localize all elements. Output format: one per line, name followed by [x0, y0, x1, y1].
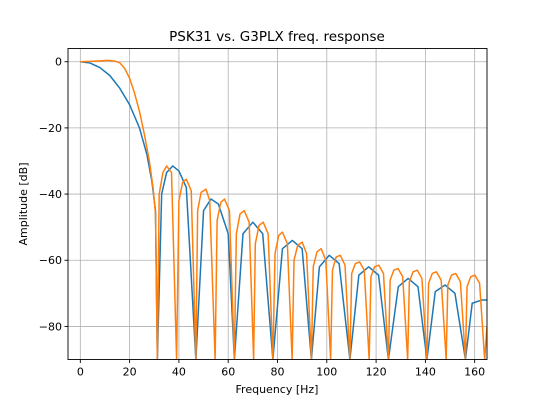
x-tick-label: 40 [172, 366, 186, 379]
x-tick-label: 0 [77, 366, 84, 379]
x-tick-label: 100 [316, 366, 337, 379]
y-tick-label: −20 [39, 122, 62, 135]
series-line-2 [80, 59, 487, 360]
series-lines [80, 59, 487, 360]
y-tick-label: −40 [39, 188, 62, 201]
y-tick-label: −80 [39, 320, 62, 333]
x-tick-label: 160 [464, 366, 485, 379]
grid [68, 48, 487, 360]
x-tick-label: 20 [123, 366, 137, 379]
y-tick-label: −60 [39, 254, 62, 267]
x-tick-label: 80 [271, 366, 285, 379]
chart-title: PSK31 vs. G3PLX freq. response [169, 29, 385, 45]
y-axis-label: Amplitude [dB] [17, 163, 30, 246]
x-tick-label: 60 [221, 366, 235, 379]
x-tick-label: 140 [415, 366, 436, 379]
axis-ticks: 0 20 40 60 80 100 120 140 160 0 −20 −40 −60 −80 [39, 56, 485, 379]
y-tick-label: 0 [55, 56, 62, 69]
x-axis-label: Frequency [Hz] [236, 383, 319, 396]
x-tick-label: 120 [366, 366, 387, 379]
